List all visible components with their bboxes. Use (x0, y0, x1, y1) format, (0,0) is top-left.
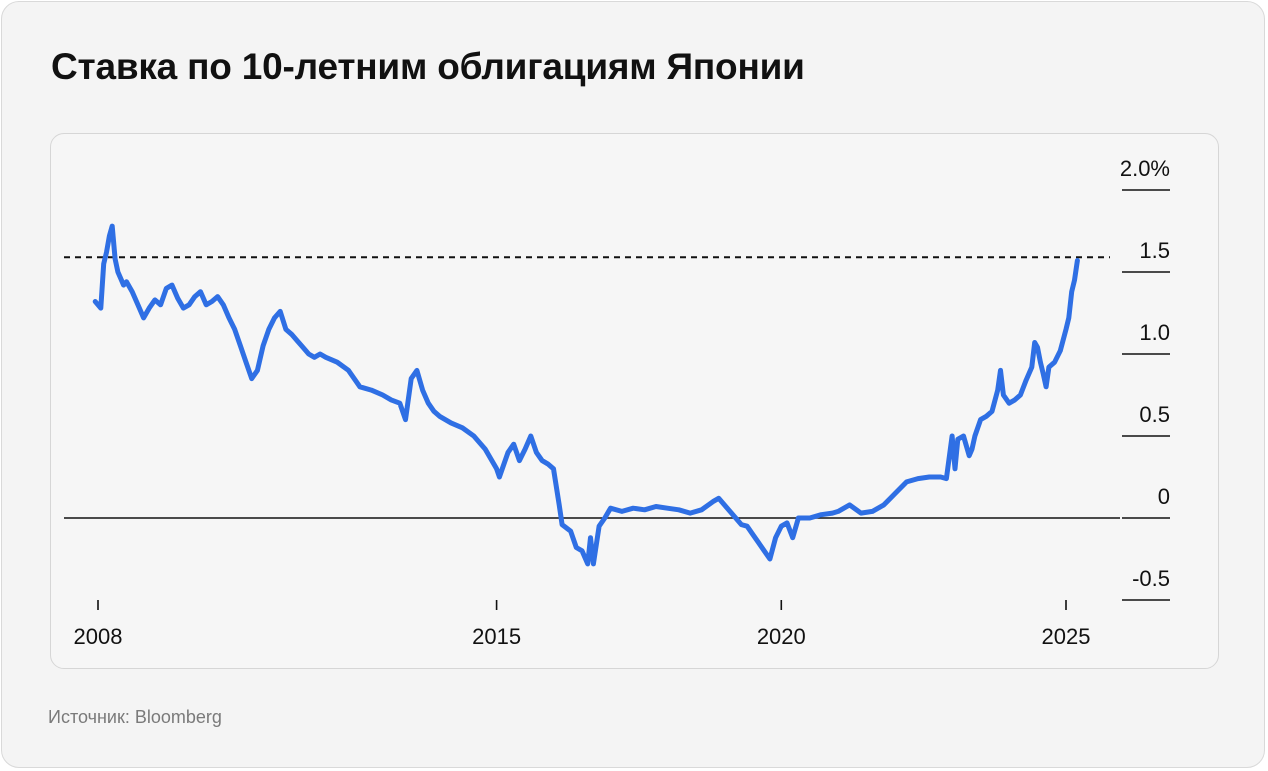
reference-lines (64, 256, 1120, 519)
chart-title: Ставка по 10-летним облигациям Японии (51, 46, 805, 87)
x-tick-label: 2025 (1042, 624, 1091, 649)
y-tick-label: 0 (1158, 484, 1170, 509)
x-axis: 2008 2015 2020 2025 (74, 600, 1091, 649)
y-tick-label: -0.5 (1132, 566, 1170, 591)
y-tick-label: 1.0 (1139, 320, 1170, 345)
y-axis: 2.0% 1.5 1.0 0.5 0 -0.5 (1120, 156, 1170, 601)
y-tick-label: 1.5 (1139, 238, 1170, 263)
x-tick-label: 2008 (74, 624, 123, 649)
x-tick-label: 2020 (757, 624, 806, 649)
x-tick-label: 2015 (472, 624, 521, 649)
series-layer (92, 223, 1080, 567)
plot-panel (50, 133, 1219, 669)
series-line (92, 223, 1080, 567)
y-tick-label: 0.5 (1139, 402, 1170, 427)
y-tick-label: 2.0% (1120, 156, 1170, 181)
source-note: Источник: Bloomberg (48, 707, 222, 727)
